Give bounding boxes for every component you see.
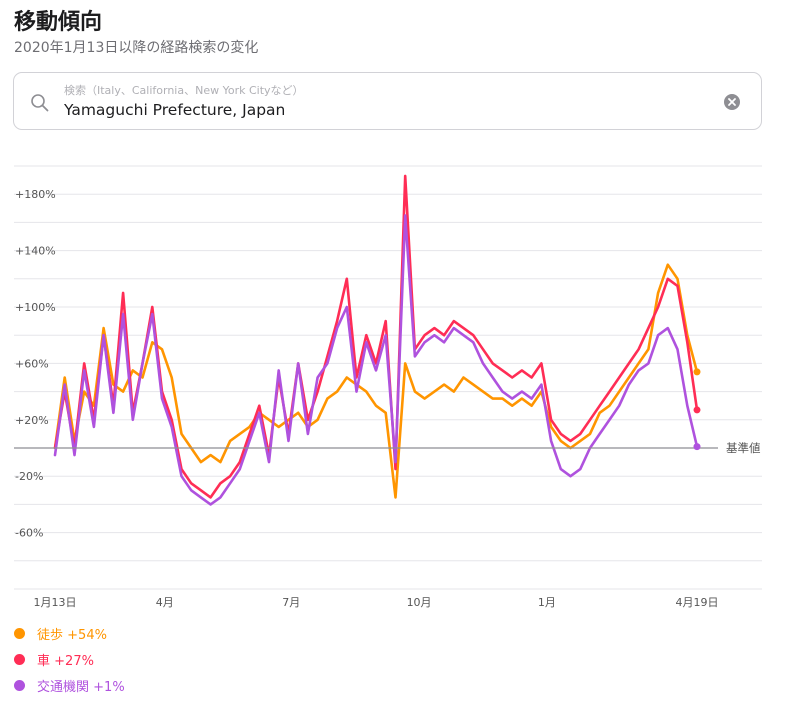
x-tick-label: 1月 [538,596,556,609]
end-point-driving [693,406,701,414]
x-tick-label: 4月 [156,596,174,609]
legend-label-transit: 交通機関 [37,680,90,695]
y-tick-label: +100% [15,301,56,314]
legend-value-driving: +27% [54,654,94,669]
mobility-chart: +180% +140% +100% +60% +20% -20% -60% 1月13日 4月 7月… [14,165,762,609]
legend-item-driving: 車 +27% [14,650,94,669]
end-point-transit [693,443,701,451]
x-tick-label: 10月 [407,596,432,609]
y-tick-label: -60% [15,527,43,540]
clear-icon[interactable] [723,93,741,111]
legend-value-walking: +54% [67,628,107,643]
search-input[interactable]: Yamaguchi Prefecture, Japan [64,101,286,119]
search-box[interactable]: 検索（Italy、California、New York Cityなど） Yam… [13,72,762,130]
legend-dot-transit [14,680,25,691]
legend-label-driving: 車 [37,654,51,669]
series-line-walking [53,263,699,499]
y-tick-label: +180% [15,188,56,201]
legend-item-transit: 交通機関 +1% [14,676,125,695]
y-tick-label: -20% [15,470,43,483]
page-subtitle: 2020年1月13日以降の経路検索の変化 [14,40,259,56]
end-point-walking [693,368,701,376]
legend-dot-walking [14,628,25,639]
x-tick-label: 4月19日 [676,596,719,609]
x-tick-label: 7月 [282,596,300,609]
search-icon [31,94,49,112]
search-placeholder: 検索（Italy、California、New York Cityなど） [64,84,304,97]
series-line-driving [53,174,699,499]
legend-value-transit: +1% [93,680,125,695]
y-tick-label: +20% [15,414,49,427]
page-title: 移動傾向 [14,10,103,35]
y-tick-label: +60% [15,357,49,370]
x-tick-label: 1月13日 [34,596,77,609]
legend-label-walking: 徒歩 [37,628,64,643]
legend-item-walking: 徒歩 +54% [14,624,107,643]
y-tick-label: +140% [15,245,56,258]
legend-dot-driving [14,654,25,665]
baseline-label: 基準値 [726,441,761,455]
